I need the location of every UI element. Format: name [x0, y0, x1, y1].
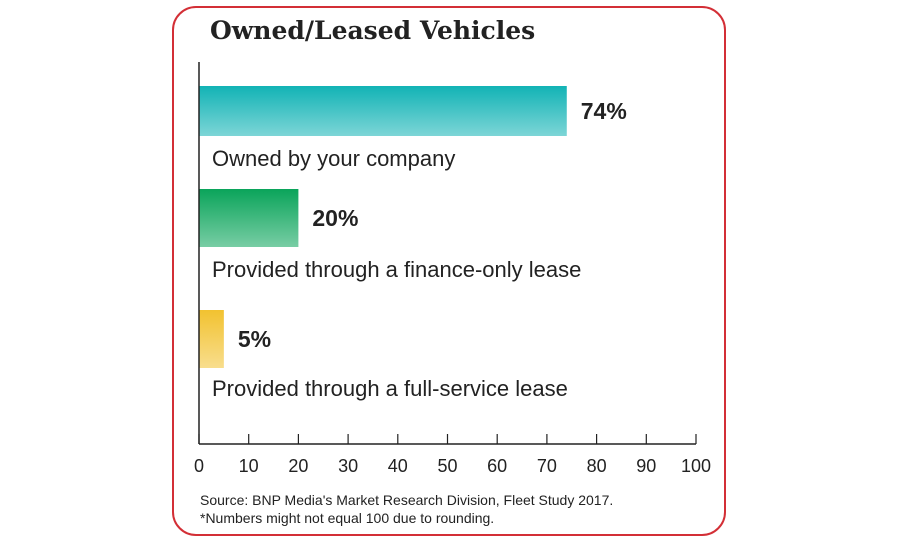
x-tick-label-100: 100: [681, 456, 711, 476]
bars-layer: 74% Owned by your company 20% Provided thro…: [199, 86, 627, 401]
x-tick-label-90: 90: [636, 456, 656, 476]
bar-2: [199, 189, 299, 247]
x-tick-label-60: 60: [487, 456, 507, 476]
x-tick-label-70: 70: [537, 456, 557, 476]
x-tick-label-0: 0: [194, 456, 204, 476]
x-tick-label-40: 40: [388, 456, 408, 476]
x-tick-label-10: 10: [239, 456, 259, 476]
value-label-1: 74%: [581, 98, 627, 124]
value-label-2: 20%: [312, 205, 358, 231]
source-note: Source: BNP Media's Market Research Divi…: [200, 492, 614, 508]
x-axis: 0 10 20 30 40 50 60 70 80 90 100: [194, 62, 711, 476]
value-label-3: 5%: [238, 326, 271, 352]
rounding-note: *Numbers might not equal 100 due to roun…: [200, 510, 495, 526]
bar-1: [199, 86, 567, 136]
category-label-3: Provided through a full-service lease: [212, 376, 568, 401]
category-label-2: Provided through a finance-only lease: [212, 257, 581, 282]
x-tick-label-20: 20: [288, 456, 308, 476]
bar-3: [199, 310, 224, 368]
chart-title: Owned/Leased Vehicles: [210, 16, 536, 45]
x-tick-label-30: 30: [338, 456, 358, 476]
x-tick-label-50: 50: [437, 456, 457, 476]
category-label-1: Owned by your company: [212, 146, 455, 171]
x-tick-label-80: 80: [587, 456, 607, 476]
